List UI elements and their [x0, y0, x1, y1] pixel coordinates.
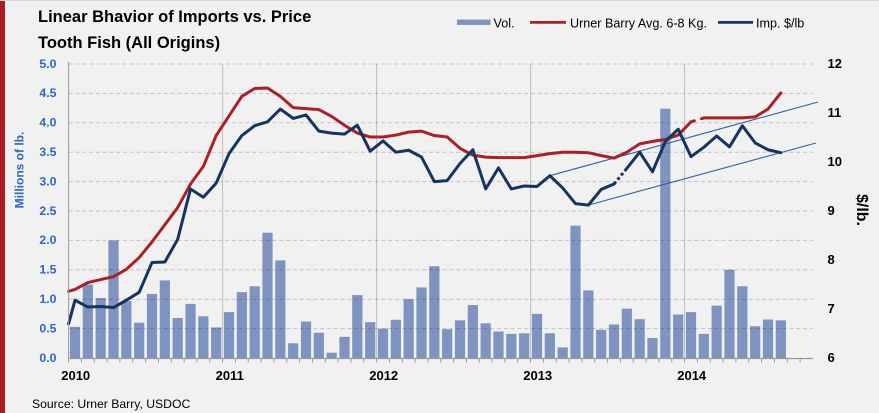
svg-text:12: 12 — [828, 56, 842, 71]
svg-text:1.0: 1.0 — [39, 292, 56, 306]
svg-text:5.0: 5.0 — [39, 57, 56, 71]
svg-text:7: 7 — [828, 301, 835, 316]
svg-text:2013: 2013 — [523, 368, 552, 383]
svg-text:0.5: 0.5 — [39, 321, 56, 335]
svg-text:Vol.: Vol. — [494, 16, 515, 30]
svg-text:11: 11 — [828, 105, 842, 120]
svg-text:$/lb.: $/lb. — [853, 194, 870, 226]
svg-text:2011: 2011 — [216, 368, 244, 383]
svg-text:3.5: 3.5 — [39, 145, 56, 159]
svg-text:2.0: 2.0 — [39, 233, 56, 247]
svg-text:2.5: 2.5 — [39, 204, 56, 218]
svg-text:10: 10 — [828, 154, 842, 169]
svg-text:2010: 2010 — [61, 368, 90, 383]
svg-text:Imp. $/lb: Imp. $/lb — [756, 16, 804, 30]
svg-text:Urner Barry Avg. 6-8 Kg.: Urner Barry Avg. 6-8 Kg. — [570, 16, 707, 30]
svg-text:8: 8 — [828, 252, 835, 267]
svg-text:Millions of lb.: Millions of lb. — [13, 132, 27, 209]
svg-text:6: 6 — [828, 350, 835, 365]
svg-text:4.0: 4.0 — [39, 116, 56, 130]
svg-text:9: 9 — [828, 203, 835, 218]
svg-text:1.5: 1.5 — [39, 263, 56, 277]
svg-text:2014: 2014 — [677, 368, 707, 383]
svg-text:4.5: 4.5 — [39, 86, 56, 100]
svg-text:0.0: 0.0 — [39, 351, 56, 365]
svg-text:3.0: 3.0 — [39, 174, 56, 188]
svg-text:2012: 2012 — [369, 368, 398, 383]
